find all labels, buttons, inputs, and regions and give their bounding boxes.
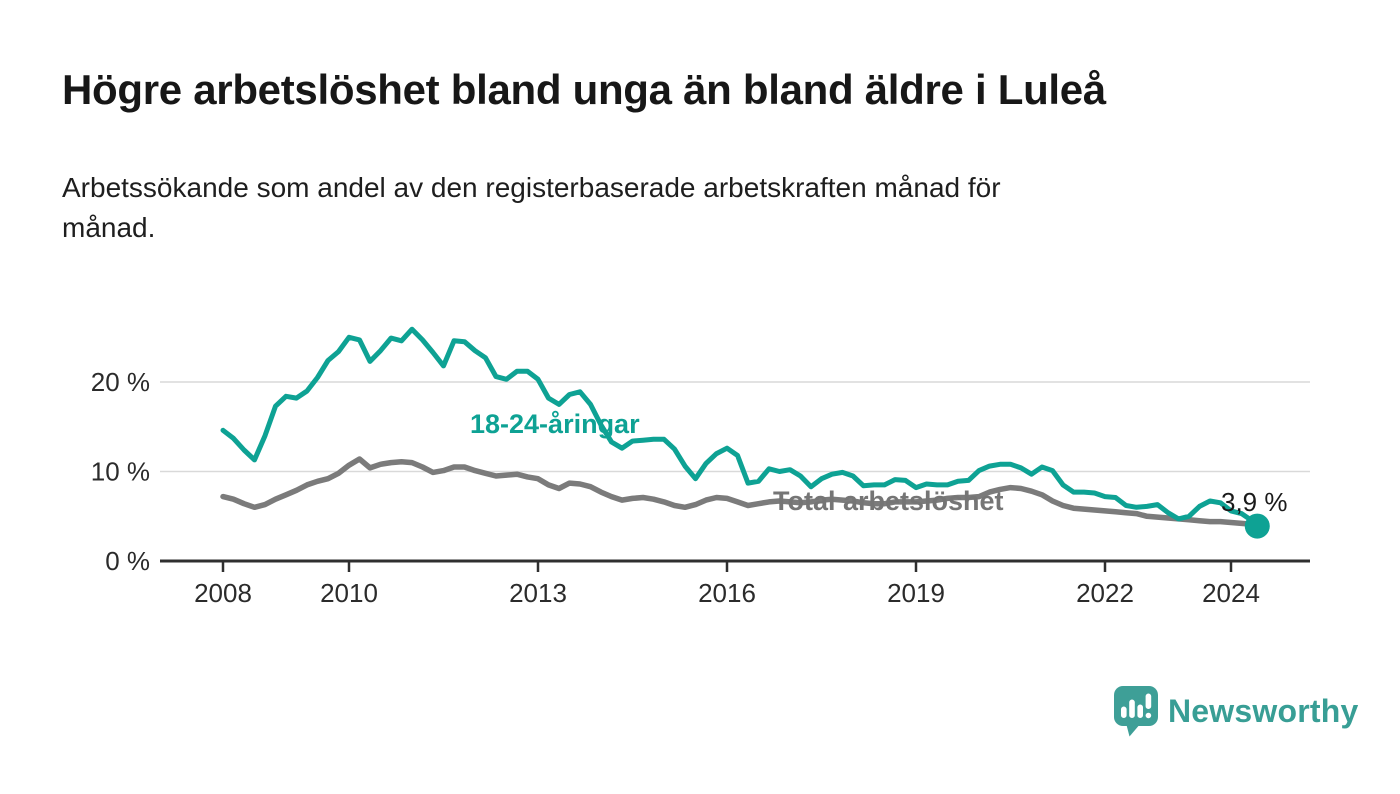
- x-tick-label: 2016: [698, 578, 756, 608]
- logo-bar-3: [1137, 704, 1143, 718]
- newsworthy-logo-icon: [1114, 685, 1158, 736]
- y-tick-label: 20 %: [91, 367, 150, 397]
- logo-exclamation-dot: [1145, 712, 1152, 718]
- series-line-total: [220, 456, 1261, 528]
- logo-bar-1: [1121, 706, 1127, 718]
- logo-bar-2: [1129, 699, 1135, 718]
- y-tick-label: 10 %: [91, 457, 150, 487]
- end-point-marker: [1244, 513, 1270, 539]
- series-label-total: Total arbetslöshet: [773, 486, 1004, 516]
- series-label-youth: 18-24-åringar: [470, 409, 640, 439]
- x-tick-label: 2024: [1202, 578, 1260, 608]
- page-title: Högre arbetslöshet bland unga än bland ä…: [62, 66, 1106, 113]
- logo-exclamation-bar: [1145, 693, 1152, 709]
- y-tick-label: 0 %: [105, 546, 150, 576]
- end-value-label: 3,9 %: [1221, 487, 1288, 517]
- newsworthy-logo: Newsworthy: [1113, 684, 1358, 738]
- chart-plot-area: 0 % 10 % 20 % 2008 2010 2013 2016 2019 2022 2024: [91, 326, 1310, 608]
- x-tick-label: 2022: [1076, 578, 1134, 608]
- x-tick-label: 2008: [194, 578, 252, 608]
- series-line-youth: [220, 326, 1260, 529]
- newsworthy-wordmark: Newsworthy: [1168, 692, 1359, 729]
- chart-subtitle: Arbetssökande som andel av den registerb…: [62, 168, 1280, 248]
- x-tick-label: 2019: [887, 578, 945, 608]
- subtitle-line-1: Arbetssökande som andel av den registerb…: [62, 172, 1001, 203]
- subtitle-line-2: månad.: [62, 212, 156, 243]
- x-tick-label: 2010: [320, 578, 378, 608]
- x-tick-label: 2013: [509, 578, 567, 608]
